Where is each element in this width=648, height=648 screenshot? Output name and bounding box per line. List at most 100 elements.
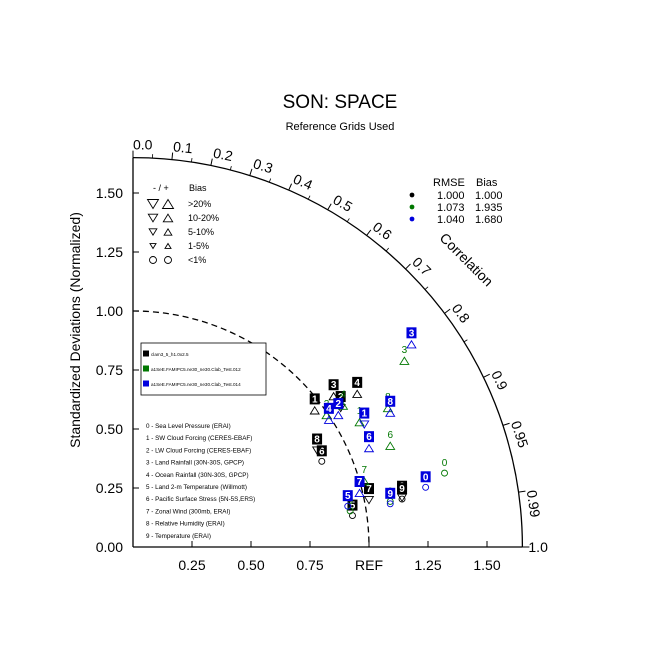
data-point-triangle: [363, 496, 375, 505]
data-point-label: 8: [314, 435, 320, 446]
data-point-label: 4: [340, 390, 346, 401]
y-axis-label: Standardized Deviations (Normalized): [67, 212, 83, 448]
data-point-badge: [323, 402, 334, 414]
data-point-triangle: [406, 339, 417, 349]
data-point-badge: [364, 431, 374, 443]
data-point-triangle: [321, 410, 332, 420]
data-point-label: 2: [336, 399, 342, 410]
data-point-label: 7: [366, 484, 372, 495]
data-point-label: 2: [338, 392, 344, 403]
data-point-triangle: [309, 405, 320, 415]
corr-minor-tick: [307, 195, 311, 200]
stats-bias: 1.000: [475, 190, 503, 202]
corr-tick-label: 0.99: [524, 489, 544, 518]
corr-tick-label: 0.0: [133, 136, 153, 152]
corr-minor-tick: [229, 165, 232, 171]
variable-list-item: 2 - LW Cloud Forcing (CERES-EBAF): [146, 447, 251, 454]
corr-tick: [210, 158, 213, 166]
bias-circle-icon: [149, 256, 157, 264]
data-point-label: 7: [357, 477, 363, 488]
data-point-badge: [333, 398, 344, 410]
data-point-badge: [354, 476, 365, 487]
bias-circle-icon: [164, 256, 172, 264]
y-tick-label: 0.75: [96, 362, 123, 378]
corr-tick-label: 0.1: [172, 138, 193, 156]
legend-series-name: clam3_5_h1.0x2.5: [151, 352, 189, 357]
legend-series-name: a1SeE.FAMIPC5.ne30_ne30.Clab_Test.014: [151, 382, 241, 387]
corr-tick-label: 0.6: [370, 218, 395, 243]
data-point-triangle: [354, 417, 365, 427]
corr-minor-tick: [268, 178, 272, 183]
stats-bias: 1.680: [475, 214, 503, 226]
bias-up-icon: [161, 198, 175, 209]
x-tick-label: 1.25: [414, 557, 441, 573]
corr-tick: [405, 263, 411, 270]
bias-up-icon: [164, 242, 172, 249]
data-point-triangle: [311, 446, 323, 455]
legend-series-name: a1SeE.FAMIPC5.ne30_ne30.Clab_Test.012: [151, 367, 241, 372]
correlation-arc: [132, 156, 524, 548]
data-point-badge: [364, 483, 374, 495]
stats-header-rmse: RMSE: [433, 177, 465, 189]
corr-minor-tick: [191, 157, 193, 163]
legend-swatch: [143, 350, 149, 357]
data-point-label: 1: [312, 394, 318, 405]
corr-minor-tick: [346, 218, 350, 223]
bias-down-icon: [148, 228, 158, 237]
stats-color-dot: [409, 204, 415, 210]
data-point-circle: [344, 502, 352, 510]
data-point-triangle: [382, 403, 394, 413]
corr-tick: [444, 308, 451, 314]
x-tick-label: REF: [355, 557, 383, 573]
data-point-badge: [420, 471, 431, 483]
data-point-triangle: [385, 441, 396, 450]
bias-down-icon: [149, 243, 157, 250]
bias-up-icon: [162, 213, 174, 223]
corr-tick: [171, 152, 174, 160]
data-point-triangle: [359, 420, 370, 430]
corr-tick-label: 0.3: [251, 155, 275, 176]
x-tick-label: 0.50: [237, 557, 264, 573]
bias-legend-label: 1-5%: [188, 241, 209, 251]
reference-arc: [132, 310, 370, 548]
correlation-label: Correlation: [437, 230, 497, 290]
corr-tick: [288, 183, 293, 191]
data-point-label: 7: [361, 465, 367, 476]
x-end-label: 1.0: [528, 539, 548, 555]
data-point-triangle: [399, 356, 410, 365]
corr-tick-label: 0.7: [409, 254, 434, 279]
chart-subtitle: Reference Grids Used: [286, 121, 395, 133]
corr-tick: [327, 203, 332, 211]
data-point-label: 6: [366, 432, 372, 443]
data-point-triangle: [385, 408, 396, 417]
stats-header-bias: Bias: [476, 177, 498, 189]
corr-minor-tick: [463, 339, 468, 343]
bias-down-icon: [146, 199, 160, 210]
data-point-circle: [386, 500, 394, 508]
bias-legend-label: >20%: [188, 199, 211, 209]
variable-list-item: 1 - SW Cloud Forcing (CERES-EBAF): [146, 435, 252, 442]
stats-color-dot: [409, 216, 415, 222]
data-point-label: 5: [350, 501, 356, 512]
y-tick-label: 1.25: [96, 244, 123, 260]
data-point-label: 0: [423, 472, 429, 483]
corr-tick-label: 0.95: [508, 419, 532, 450]
data-point-circle: [398, 495, 406, 503]
data-point-label: 9: [387, 489, 393, 500]
data-point-label: 1: [361, 409, 367, 420]
data-point-badge: [316, 445, 327, 457]
data-point-label: 3: [402, 345, 408, 356]
data-point-label: 5: [347, 496, 353, 507]
legend-swatch: [143, 365, 149, 372]
corr-tick-label: 0.2: [212, 145, 234, 165]
data-point-badge: [359, 407, 370, 419]
variable-list-item: 3 - Land Rainfall (30N-30S, GPCP): [146, 460, 244, 467]
data-point-badge: [352, 376, 363, 388]
corr-tick-label: 0.8: [449, 301, 474, 326]
data-point-triangle: [363, 443, 375, 453]
stats-rmse: 1.073: [437, 202, 465, 214]
data-point-label: 8: [387, 397, 393, 408]
y-tick-label: 0.00: [96, 539, 123, 555]
data-point-triangle: [354, 488, 365, 498]
